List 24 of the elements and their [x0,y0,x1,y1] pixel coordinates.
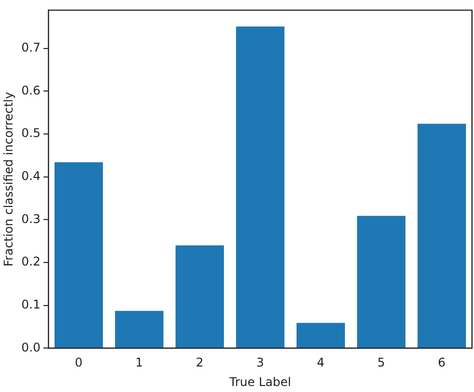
y-axis-title: Fraction classified incorrectly [1,92,16,267]
y-tick-label: 0.3 [21,212,40,226]
x-tick-label: 3 [256,356,264,370]
y-tick-label: 0.0 [21,340,40,354]
y-tick-label: 0.5 [21,126,40,140]
x-axis-title: True Label [228,374,292,389]
y-tick-label: 0.7 [21,40,40,54]
bar [418,124,466,348]
x-tick-label: 4 [316,356,325,370]
bar [176,245,224,348]
y-tick-label: 0.4 [21,168,40,183]
x-tick-label: 0 [74,356,83,370]
x-tick-label: 2 [196,356,204,370]
bar [296,322,345,348]
y-tick-label: 0.1 [21,297,40,312]
bar [54,162,103,348]
x-tick-label: 5 [377,356,386,370]
bar [357,216,406,348]
y-tick-label: 0.2 [21,254,40,269]
x-tick-label: 1 [135,356,144,370]
x-tick-label: 6 [438,356,446,370]
y-tick-label: 0.6 [21,83,40,98]
bar [236,26,284,348]
bar [115,310,164,348]
